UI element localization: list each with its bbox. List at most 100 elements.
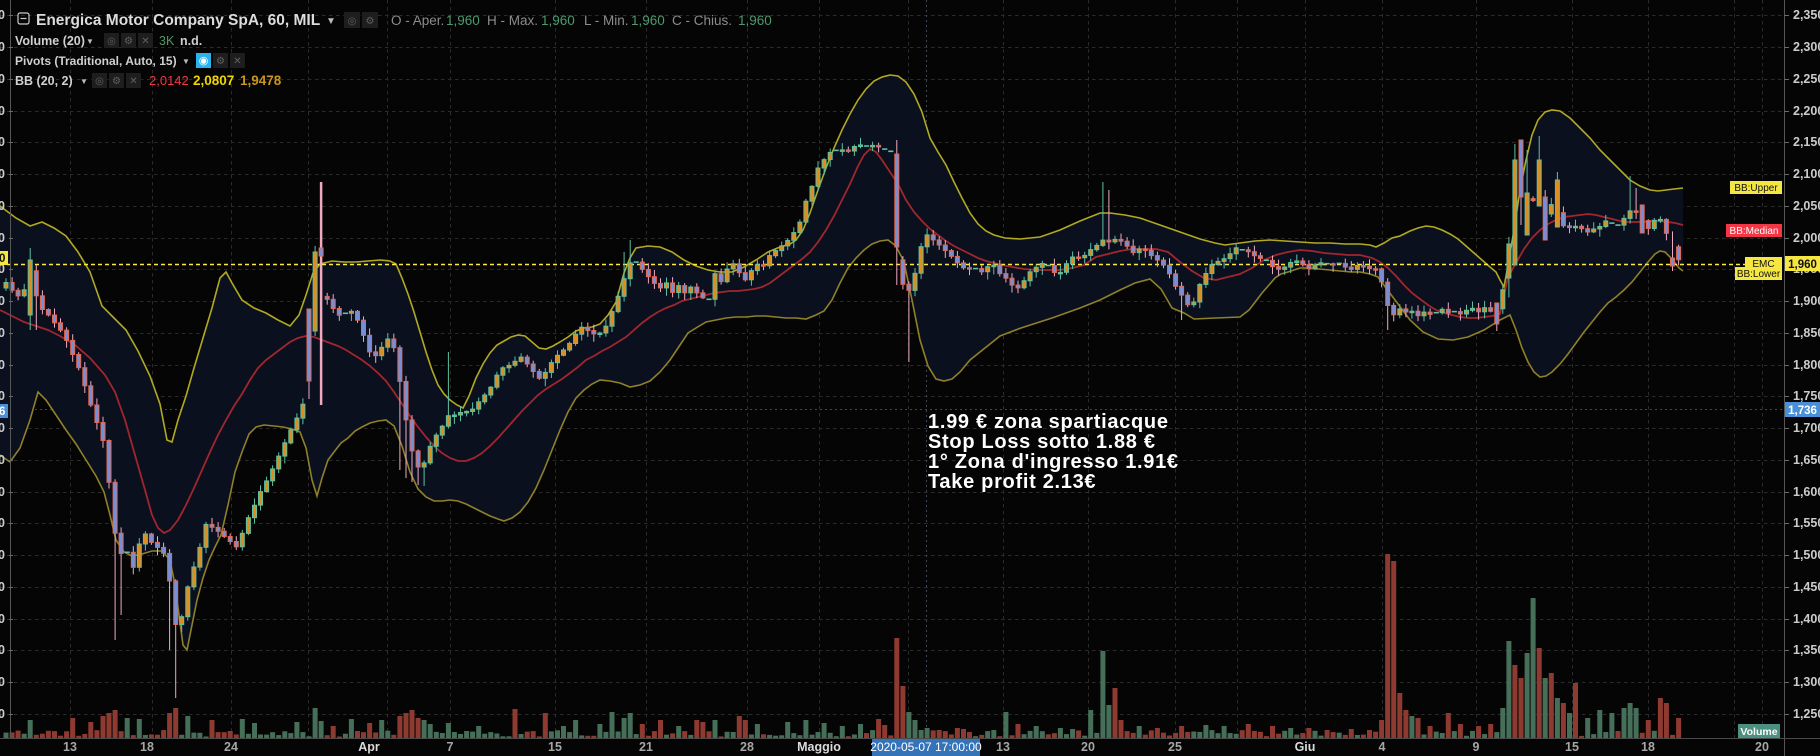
svg-text:✕: ✕ (129, 76, 137, 87)
svg-text:BB:Median: BB:Median (1730, 226, 1779, 237)
svg-text:EMC: EMC (1752, 259, 1774, 270)
svg-text:4: 4 (1379, 740, 1386, 754)
svg-text:7: 7 (447, 740, 454, 754)
svg-text:2,050: 2,050 (1793, 199, 1820, 213)
svg-text:Maggio: Maggio (797, 740, 841, 754)
svg-text:▼: ▼ (86, 37, 94, 46)
svg-text:2020-05-07 17:00:00: 2020-05-07 17:00:00 (870, 740, 982, 754)
svg-text:0: 0 (0, 104, 5, 118)
svg-text:Pivots (Traditional, Auto, 15): Pivots (Traditional, Auto, 15) (15, 54, 177, 68)
svg-text:▼: ▼ (326, 16, 336, 27)
svg-text:0: 0 (0, 167, 5, 181)
svg-text:25: 25 (1168, 740, 1182, 754)
svg-text:L - Min.: L - Min. (584, 13, 629, 28)
svg-text:1,400: 1,400 (1793, 612, 1820, 626)
svg-text:2,300: 2,300 (1793, 40, 1820, 54)
svg-text:▼: ▼ (80, 77, 88, 86)
svg-text:0: 0 (0, 548, 5, 562)
svg-text:Apr: Apr (358, 740, 380, 754)
svg-text:0: 0 (0, 72, 5, 86)
svg-text:24: 24 (224, 740, 238, 754)
svg-text:0: 0 (0, 389, 5, 403)
svg-text:0: 0 (0, 199, 5, 213)
svg-text:0: 0 (0, 453, 5, 467)
svg-text:✕: ✕ (141, 36, 149, 47)
svg-text:20: 20 (1755, 740, 1769, 754)
svg-text:0: 0 (0, 485, 5, 499)
svg-text:0: 0 (0, 8, 5, 22)
svg-text:1,960: 1,960 (1788, 259, 1817, 271)
svg-text:0: 0 (0, 643, 5, 657)
svg-text:1,300: 1,300 (1793, 675, 1820, 689)
svg-text:Take profit 2.13€: Take profit 2.13€ (928, 471, 1096, 493)
svg-text:0: 0 (0, 294, 5, 308)
svg-text:0: 0 (0, 253, 5, 265)
svg-text:1,960: 1,960 (446, 13, 480, 28)
svg-text:✕: ✕ (233, 56, 241, 67)
svg-text:18: 18 (1641, 740, 1655, 754)
svg-text:13: 13 (63, 740, 77, 754)
svg-text:H - Max.: H - Max. (487, 13, 538, 28)
svg-text:0: 0 (0, 358, 5, 372)
svg-text:1,900: 1,900 (1793, 294, 1820, 308)
svg-text:n.d.: n.d. (180, 34, 202, 48)
svg-text:Volume: Volume (1740, 726, 1777, 738)
svg-text:15: 15 (1565, 740, 1579, 754)
svg-text:Giu: Giu (1295, 740, 1316, 754)
svg-text:0: 0 (0, 421, 5, 435)
svg-text:2,200: 2,200 (1793, 104, 1820, 118)
svg-text:21: 21 (639, 740, 653, 754)
svg-text:C - Chius.: C - Chius. (672, 13, 732, 28)
svg-text:O - Aper.: O - Aper. (391, 13, 444, 28)
svg-text:2,350: 2,350 (1793, 8, 1820, 22)
svg-text:⚙: ⚙ (124, 36, 133, 47)
svg-text:1,960: 1,960 (738, 13, 772, 28)
svg-text:1,550: 1,550 (1793, 516, 1820, 530)
svg-text:28: 28 (740, 740, 754, 754)
svg-text:1,700: 1,700 (1793, 421, 1820, 435)
svg-text:1,500: 1,500 (1793, 548, 1820, 562)
svg-text:1,750: 1,750 (1793, 389, 1820, 403)
svg-text:2,0807: 2,0807 (193, 73, 234, 88)
svg-text:2,150: 2,150 (1793, 135, 1820, 149)
svg-text:◎: ◎ (107, 36, 116, 47)
svg-text:⚙: ⚙ (112, 76, 121, 87)
svg-text:1,9478: 1,9478 (240, 73, 282, 88)
svg-text:2,000: 2,000 (1793, 231, 1820, 245)
svg-text:15: 15 (548, 740, 562, 754)
svg-text:0: 0 (0, 612, 5, 626)
svg-text:⚙: ⚙ (366, 16, 375, 27)
svg-text:BB:Upper: BB:Upper (1734, 183, 1778, 194)
svg-text:6: 6 (0, 406, 5, 418)
svg-text:0: 0 (0, 580, 5, 594)
svg-text:◎: ◎ (348, 16, 357, 27)
svg-text:2,250: 2,250 (1793, 72, 1820, 86)
svg-text:0: 0 (0, 40, 5, 54)
svg-text:◎: ◎ (95, 76, 104, 87)
svg-text:1,850: 1,850 (1793, 326, 1820, 340)
svg-text:9: 9 (1473, 740, 1480, 754)
svg-text:0: 0 (0, 135, 5, 149)
svg-text:1,350: 1,350 (1793, 643, 1820, 657)
svg-text:1.99 € zona spartiacque: 1.99 € zona spartiacque (928, 411, 1169, 433)
svg-text:BB (20, 2): BB (20, 2) (15, 74, 73, 88)
svg-text:⚙: ⚙ (216, 56, 225, 67)
svg-text:▼: ▼ (182, 57, 190, 66)
svg-text:1,960: 1,960 (541, 13, 575, 28)
svg-text:2,100: 2,100 (1793, 167, 1820, 181)
svg-text:1,960: 1,960 (631, 13, 665, 28)
svg-text:1,800: 1,800 (1793, 358, 1820, 372)
svg-text:3K: 3K (159, 34, 175, 48)
svg-text:1,450: 1,450 (1793, 580, 1820, 594)
svg-text:0: 0 (0, 326, 5, 340)
svg-text:0: 0 (0, 262, 5, 276)
svg-text:◉: ◉ (199, 55, 209, 67)
svg-text:1,600: 1,600 (1793, 485, 1820, 499)
svg-text:1° Zona d'ingresso 1.91€: 1° Zona d'ingresso 1.91€ (928, 451, 1179, 473)
svg-text:BB:Lower: BB:Lower (1737, 269, 1781, 280)
svg-text:0: 0 (0, 516, 5, 530)
svg-text:0: 0 (0, 675, 5, 689)
svg-text:Stop Loss sotto 1.88 €: Stop Loss sotto 1.88 € (928, 431, 1156, 453)
svg-text:2,0142: 2,0142 (149, 73, 189, 88)
svg-text:1,736: 1,736 (1788, 405, 1817, 417)
